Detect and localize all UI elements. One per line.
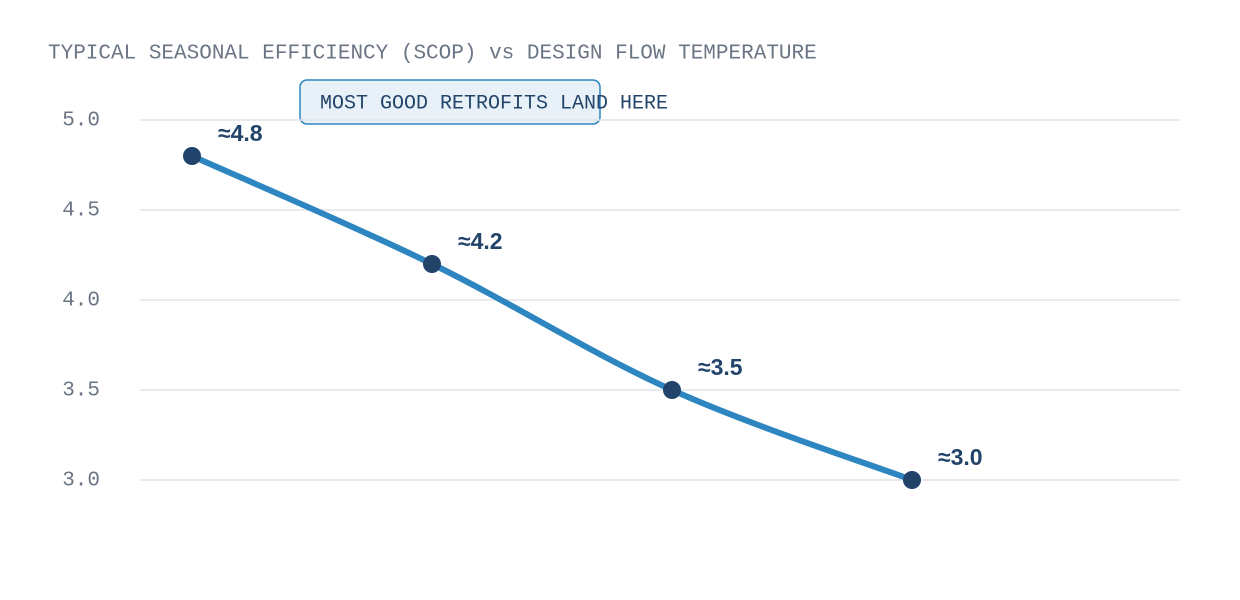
y-tick-label: 3.0 bbox=[62, 470, 100, 493]
value-label: ≈3.0 bbox=[938, 444, 983, 470]
point bbox=[903, 471, 921, 489]
value-label: ≈4.2 bbox=[458, 228, 503, 254]
y-tick-label: 5.0 bbox=[62, 110, 100, 133]
series-line bbox=[189, 153, 915, 483]
point bbox=[663, 381, 681, 399]
point bbox=[423, 255, 441, 273]
chart-title: TYPICAL SEASONAL EFFICIENCY (SCOP) vs DE… bbox=[48, 43, 817, 66]
y-tick-label: 4.5 bbox=[62, 200, 100, 223]
annotation: MOST GOOD RETROFITS LAND HERE bbox=[320, 92, 668, 115]
annotation-box bbox=[299, 79, 601, 125]
y-tick-label: 4.0 bbox=[62, 290, 100, 313]
value-label: ≈3.5 bbox=[698, 354, 743, 380]
y-tick-label: 3.5 bbox=[62, 380, 100, 403]
value-label: ≈4.8 bbox=[218, 120, 263, 146]
point bbox=[183, 147, 201, 165]
